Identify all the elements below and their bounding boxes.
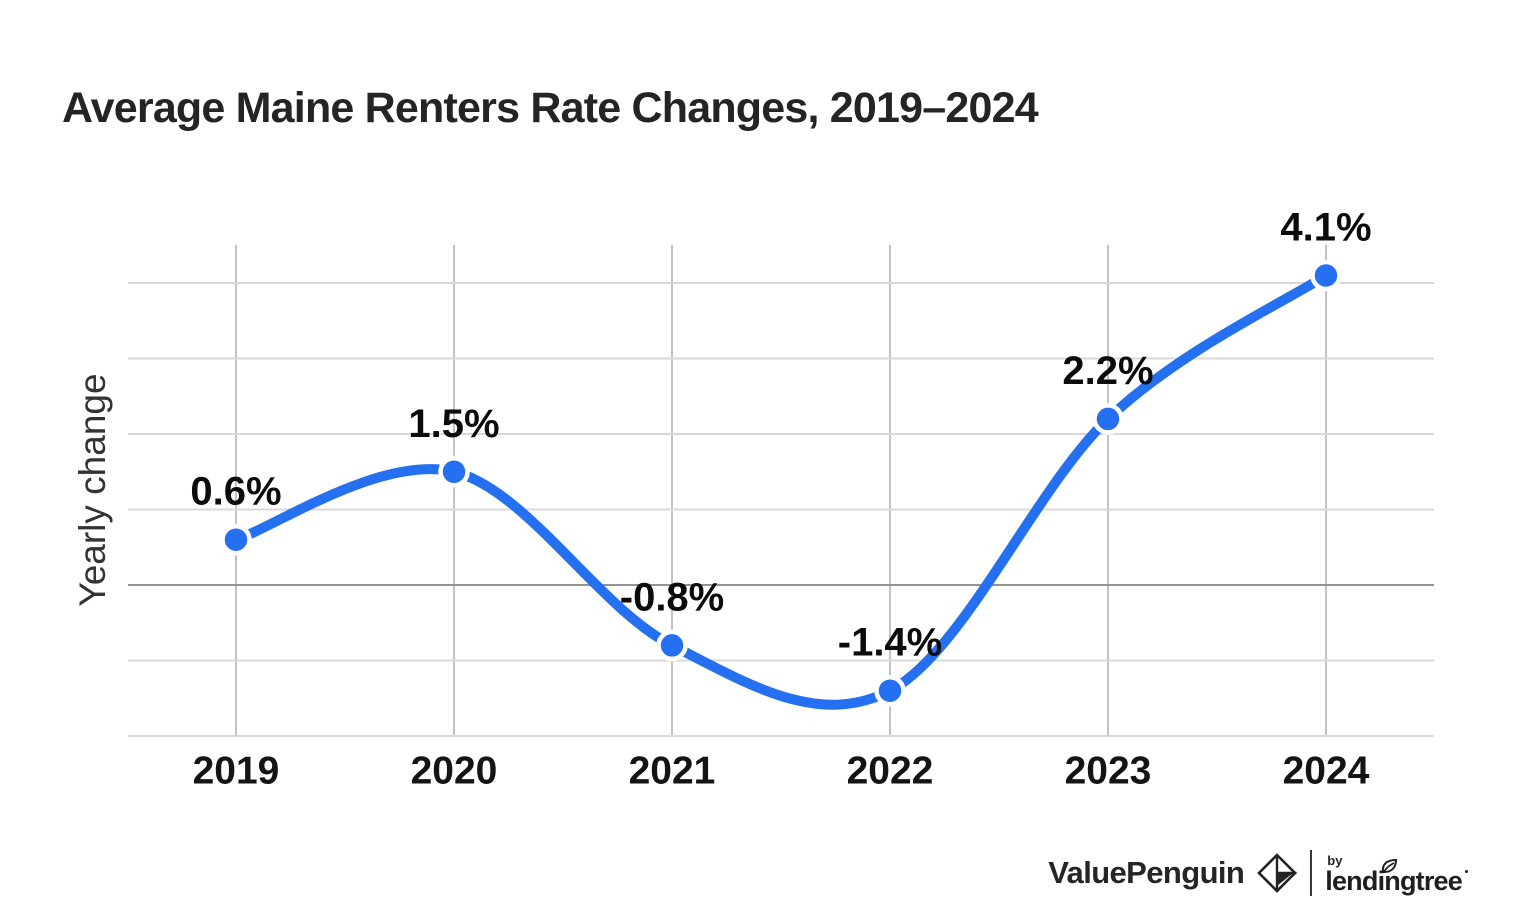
lendingtree-logo: by lendingtree (1325, 852, 1468, 896)
data-point-2020 (438, 456, 470, 488)
data-point-2022 (874, 674, 906, 707)
point-label-2023: 2.2% (1062, 349, 1153, 393)
data-point-2021 (656, 629, 688, 662)
point-label-2020: 1.5% (408, 402, 499, 446)
x-tick-label-2019: 2019 (193, 750, 280, 793)
valuepenguin-wordmark: ValuePenguin (1048, 855, 1245, 890)
by-label: by (1327, 852, 1343, 868)
point-label-2019: 0.6% (190, 470, 281, 514)
brand-footer: ValuePenguin by lendingtree (1048, 850, 1468, 896)
footer-divider (1310, 850, 1313, 896)
lendingtree-leaf-icon (1381, 858, 1398, 878)
data-point-2024 (1310, 259, 1342, 292)
chart-title: Average Maine Renters Rate Changes, 2019… (62, 84, 1039, 132)
x-tick-label-2021: 2021 (629, 750, 716, 793)
x-tick-label-2022: 2022 (847, 750, 934, 793)
point-label-2024: 4.1% (1280, 205, 1371, 249)
data-point-2019 (220, 523, 252, 556)
trademark-dot (1465, 869, 1468, 873)
point-label-2022: -1.4% (838, 621, 943, 665)
lendingtree-wordmark: lendingtree (1325, 865, 1463, 896)
x-tick-label-2023: 2023 (1065, 750, 1152, 793)
x-tick-label-2020: 2020 (411, 750, 498, 793)
valuepenguin-diamond-icon (1257, 853, 1298, 893)
point-label-2021: -0.8% (620, 575, 725, 619)
data-line (231, 270, 1331, 710)
data-point-2023 (1092, 403, 1124, 435)
x-tick-label-2024: 2024 (1283, 750, 1370, 793)
